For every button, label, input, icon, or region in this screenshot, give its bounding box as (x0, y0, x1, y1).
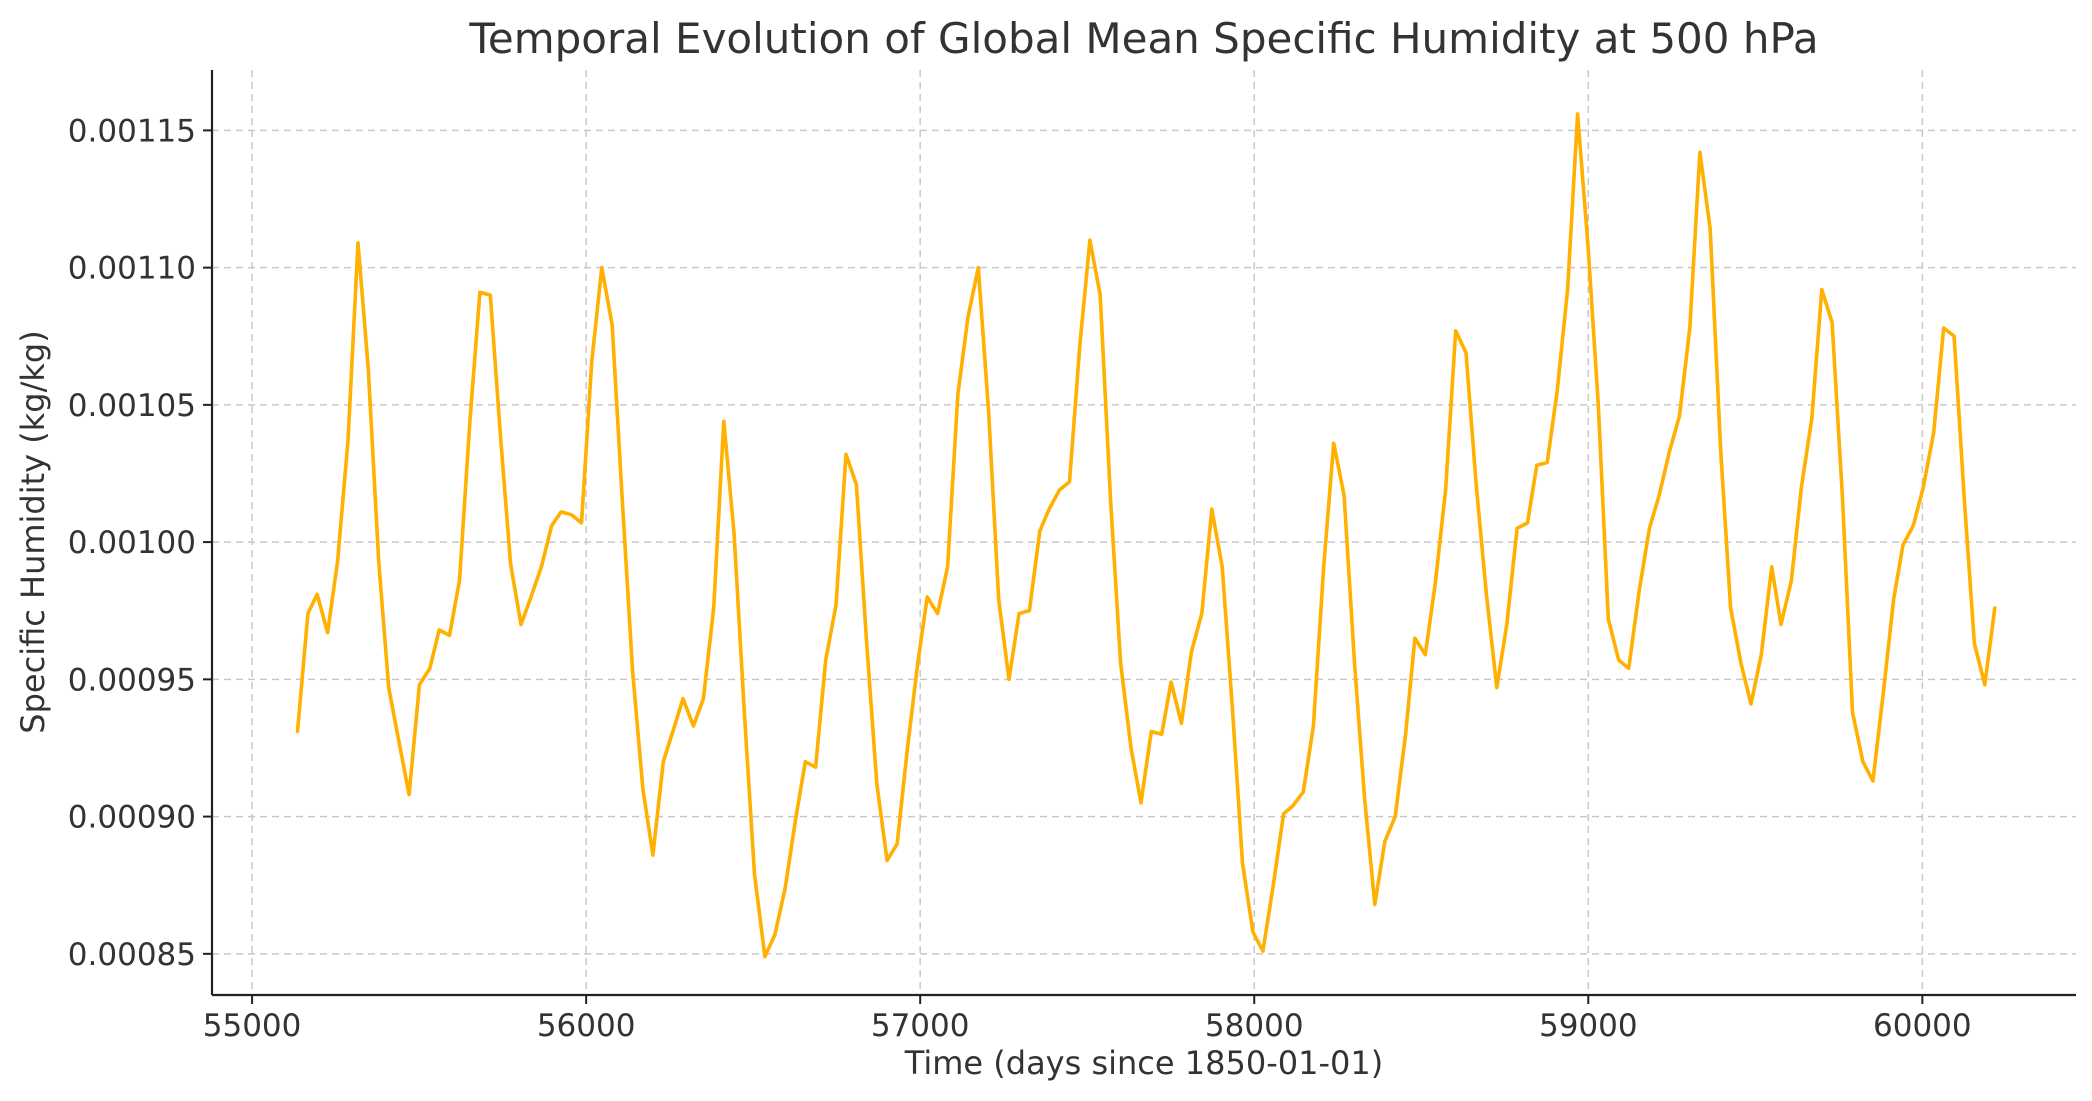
y-tick-label: 0.00110 (68, 251, 196, 287)
chart-title: Temporal Evolution of Global Mean Specif… (468, 14, 1818, 63)
x-tick-label: 55000 (203, 1008, 302, 1044)
x-tick-label: 60000 (1873, 1008, 1972, 1044)
series-layer (295, 112, 1997, 959)
x-tick-label: 56000 (537, 1008, 636, 1044)
y-tick-label: 0.00115 (68, 113, 196, 149)
grid-lines (212, 70, 2076, 995)
y-tick-label: 0.00095 (68, 662, 196, 698)
y-tick-label: 0.00090 (68, 800, 196, 836)
x-ticks: 55000 56000 57000 58000 59000 60000 (203, 995, 1972, 1044)
y-tick-label: 0.00105 (68, 388, 196, 424)
y-tick-label: 0.00100 (68, 525, 196, 561)
x-tick-label: 59000 (1539, 1008, 1638, 1044)
y-axis-label: Specific Humidity (kg/kg) (14, 330, 52, 733)
x-axis-label: Time (days since 1850-01-01) (904, 1044, 1383, 1082)
y-ticks: 0.00085 0.00090 0.00095 0.00100 0.00105 0.001… (68, 113, 212, 973)
humidity-series-line (295, 112, 1997, 959)
axes-spines (210, 70, 2076, 997)
y-tick-label: 0.00085 (68, 937, 196, 973)
x-tick-label: 57000 (871, 1008, 970, 1044)
x-tick-label: 58000 (1205, 1008, 1304, 1044)
